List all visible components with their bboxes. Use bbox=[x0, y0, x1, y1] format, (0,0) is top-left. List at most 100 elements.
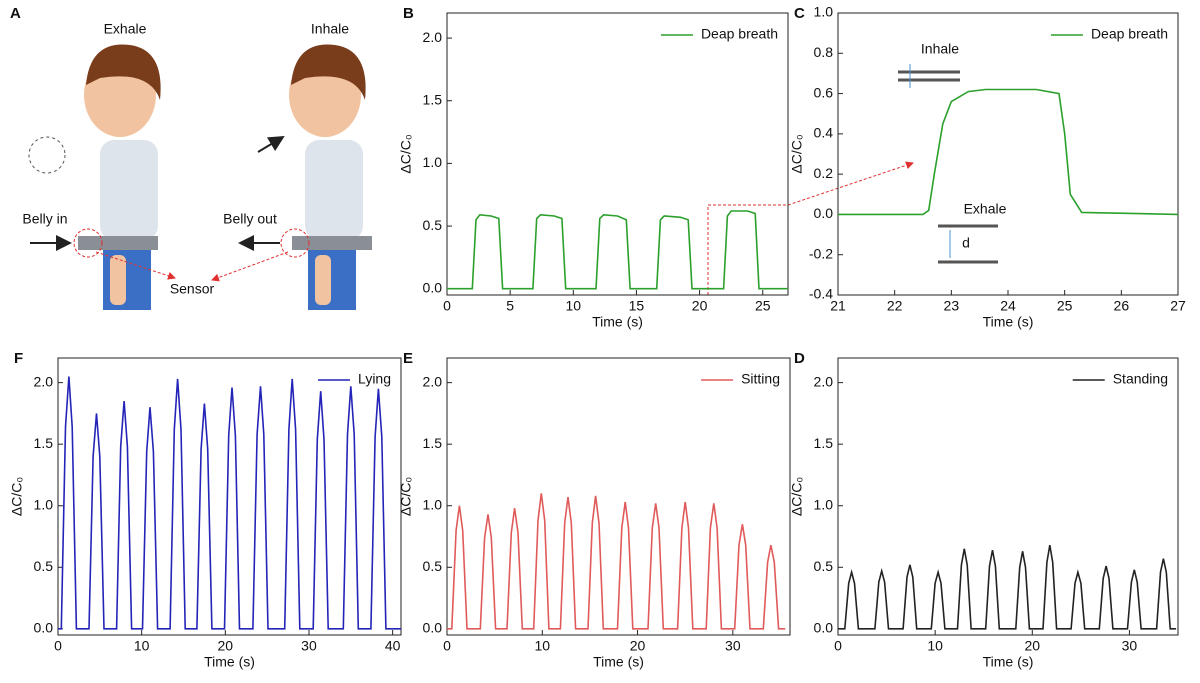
x-tick-label: 23 bbox=[944, 298, 960, 314]
zoom-box bbox=[707, 204, 789, 296]
x-tick-label: 22 bbox=[887, 298, 903, 314]
plot-frame bbox=[446, 357, 791, 636]
label: Belly out bbox=[223, 211, 277, 227]
x-tick-label: 0 bbox=[834, 638, 842, 654]
x-tick-label: 20 bbox=[1024, 638, 1040, 654]
panel-letter: E bbox=[403, 350, 413, 367]
legend-label: Sitting bbox=[741, 371, 780, 387]
panel-a: A Exhale Inhale Belly in Bel bbox=[10, 5, 372, 310]
x-axis-label: Time (s) bbox=[983, 654, 1034, 670]
label: Sensor bbox=[170, 281, 215, 297]
x-axis-label: Time (s) bbox=[204, 654, 255, 670]
x-tick-label: 25 bbox=[1057, 298, 1073, 314]
zoom-arrow bbox=[787, 161, 914, 206]
x-tick-label: 21 bbox=[830, 298, 846, 314]
data-line bbox=[838, 544, 1177, 630]
y-axis-label: ΔC/C₀ bbox=[398, 477, 414, 516]
y-tick-label: 1.0 bbox=[814, 4, 834, 20]
panel-letter: A bbox=[10, 5, 21, 22]
x-tick-label: 10 bbox=[534, 638, 550, 654]
y-tick-label: 1.0 bbox=[423, 496, 443, 512]
x-tick-label: 20 bbox=[692, 298, 708, 314]
panel-letter: C bbox=[794, 5, 805, 22]
label: Belly in bbox=[22, 211, 67, 227]
plot-frame bbox=[57, 357, 402, 636]
y-tick-label: 2.0 bbox=[814, 373, 834, 389]
y-tick-label: 1.5 bbox=[423, 91, 443, 107]
y-tick-label: 0.2 bbox=[814, 165, 834, 181]
x-tick-label: 10 bbox=[134, 638, 150, 654]
y-tick-label: 0.5 bbox=[423, 217, 443, 233]
y-axis-label: ΔC/C₀ bbox=[789, 477, 805, 516]
x-tick-label: 26 bbox=[1114, 298, 1130, 314]
x-tick-label: 20 bbox=[218, 638, 234, 654]
x-tick-label: 10 bbox=[566, 298, 582, 314]
x-tick-label: 30 bbox=[725, 638, 741, 654]
y-tick-label: 0.8 bbox=[814, 44, 834, 60]
annotation-marks bbox=[898, 64, 998, 264]
x-tick-label: 5 bbox=[506, 298, 514, 314]
x-tick-label: 0 bbox=[443, 638, 451, 654]
y-tick-label: 0.0 bbox=[814, 620, 834, 636]
legend-label: Deap breath bbox=[701, 26, 778, 42]
y-axis-label: ΔC/C₀ bbox=[9, 477, 25, 516]
x-axis-label: Time (s) bbox=[593, 654, 644, 670]
boy-exhale bbox=[28, 44, 161, 310]
data-line bbox=[58, 376, 401, 630]
y-tick-label: 0.0 bbox=[34, 620, 54, 636]
x-tick-label: 20 bbox=[630, 638, 646, 654]
y-tick-label: 1.5 bbox=[814, 435, 834, 451]
annotation: d bbox=[962, 235, 970, 251]
x-tick-label: 30 bbox=[301, 638, 317, 654]
y-tick-label: 1.5 bbox=[423, 435, 443, 451]
label: Exhale bbox=[104, 21, 147, 37]
y-tick-label: 1.5 bbox=[34, 435, 54, 451]
legend-label: Standing bbox=[1113, 371, 1168, 387]
data-line bbox=[447, 210, 788, 290]
y-axis-label: ΔC/C₀ bbox=[398, 134, 414, 173]
x-tick-label: 30 bbox=[1122, 638, 1138, 654]
label: Inhale bbox=[311, 21, 349, 37]
x-axis-label: Time (s) bbox=[592, 314, 643, 330]
panel-letter: F bbox=[14, 350, 23, 367]
y-axis-label: ΔC/C₀ bbox=[789, 134, 805, 173]
x-tick-label: 15 bbox=[629, 298, 645, 314]
annotation: Inhale bbox=[921, 41, 959, 57]
y-tick-label: 2.0 bbox=[34, 373, 54, 389]
x-axis-label: Time (s) bbox=[983, 314, 1034, 330]
boy-inhale bbox=[238, 44, 372, 310]
y-tick-label: 2.0 bbox=[423, 29, 443, 45]
plot-frame bbox=[837, 12, 1179, 296]
y-tick-label: 2.0 bbox=[423, 373, 443, 389]
y-tick-label: 1.0 bbox=[423, 154, 443, 170]
y-tick-label: -0.2 bbox=[809, 245, 833, 261]
y-tick-label: 1.0 bbox=[814, 496, 834, 512]
data-line bbox=[447, 493, 786, 630]
annotation: Exhale bbox=[964, 201, 1007, 217]
y-tick-label: 0.5 bbox=[423, 558, 443, 574]
y-tick-label: 1.0 bbox=[34, 496, 54, 512]
legend-label: Deap breath bbox=[1091, 26, 1168, 42]
x-tick-label: 0 bbox=[54, 638, 62, 654]
x-tick-label: 25 bbox=[755, 298, 771, 314]
y-tick-label: 0.0 bbox=[814, 205, 834, 221]
y-tick-label: 0.6 bbox=[814, 84, 834, 100]
y-tick-label: 0.5 bbox=[814, 558, 834, 574]
panel-letter: D bbox=[794, 350, 805, 367]
y-tick-label: 0.0 bbox=[423, 279, 443, 295]
x-tick-label: 0 bbox=[443, 298, 451, 314]
y-tick-label: -0.4 bbox=[809, 286, 833, 302]
x-tick-label: 40 bbox=[385, 638, 401, 654]
data-line bbox=[838, 88, 1179, 216]
x-tick-label: 24 bbox=[1000, 298, 1016, 314]
legend-label: Lying bbox=[358, 371, 391, 387]
y-tick-label: 0.0 bbox=[423, 620, 443, 636]
x-tick-label: 10 bbox=[927, 638, 943, 654]
x-tick-label: 27 bbox=[1170, 298, 1186, 314]
panel-letter: B bbox=[403, 5, 414, 22]
plot-frame bbox=[446, 12, 789, 296]
plot-frame bbox=[837, 357, 1179, 636]
y-tick-label: 0.4 bbox=[814, 125, 834, 141]
y-tick-label: 0.5 bbox=[34, 558, 54, 574]
